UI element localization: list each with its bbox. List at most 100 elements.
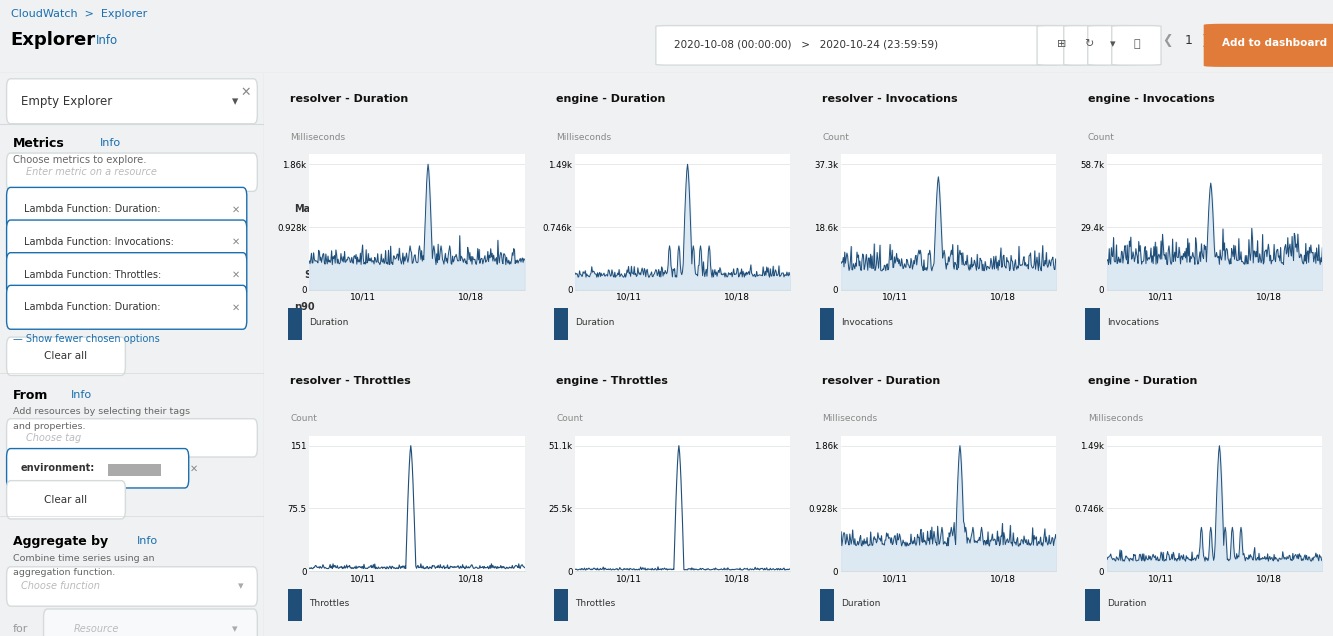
Text: Milliseconds: Milliseconds [822, 415, 877, 424]
FancyBboxPatch shape [7, 481, 125, 519]
Text: — Show fewer chosen options: — Show fewer chosen options [13, 334, 160, 344]
FancyBboxPatch shape [7, 252, 247, 296]
Text: ❯: ❯ [1200, 34, 1210, 46]
Text: engine - Duration: engine - Duration [556, 94, 665, 104]
Text: and properties.: and properties. [13, 422, 85, 431]
Text: Choose metrics to explore.: Choose metrics to explore. [13, 155, 147, 165]
Text: Empty Explorer: Empty Explorer [21, 95, 112, 107]
Text: Choose tag: Choose tag [27, 433, 81, 443]
Text: environment:: environment: [21, 463, 96, 473]
Text: Clear all: Clear all [44, 351, 88, 361]
FancyBboxPatch shape [7, 418, 257, 457]
Text: Explorer: Explorer [11, 31, 96, 49]
Text: Info: Info [96, 34, 119, 46]
Text: Add to dashboard: Add to dashboard [1222, 38, 1326, 48]
Text: Info: Info [100, 139, 121, 148]
Text: ✕: ✕ [232, 302, 240, 312]
FancyBboxPatch shape [1088, 25, 1137, 65]
Text: Info: Info [137, 536, 159, 546]
Text: aggregation function.: aggregation function. [13, 568, 116, 577]
Text: for: for [13, 624, 28, 633]
Text: From: From [13, 389, 48, 401]
Text: Throttles: Throttles [309, 600, 349, 609]
Text: ❮: ❮ [1162, 34, 1173, 46]
Text: Enter metric on a resource: Enter metric on a resource [27, 167, 157, 177]
Text: Max: Max [295, 204, 317, 214]
Text: ▾: ▾ [1109, 39, 1116, 49]
FancyBboxPatch shape [1112, 25, 1161, 65]
FancyBboxPatch shape [7, 286, 247, 329]
Bar [288, 590, 303, 621]
Text: ▾: ▾ [232, 625, 237, 634]
Text: Duration: Duration [1108, 600, 1146, 609]
Text: Lambda Function: Duration:: Lambda Function: Duration: [24, 302, 164, 312]
FancyBboxPatch shape [656, 25, 1060, 65]
Text: Lambda Function: Duration:: Lambda Function: Duration: [24, 204, 164, 214]
Bar [1085, 590, 1100, 621]
Text: Count: Count [556, 415, 583, 424]
Text: Resource: Resource [73, 625, 119, 634]
Text: Count: Count [1088, 133, 1114, 142]
Text: Metrics: Metrics [13, 137, 65, 150]
Text: 2020-10-08 (00:00:00)   >   2020-10-24 (23:59:59): 2020-10-08 (00:00:00) > 2020-10-24 (23:5… [674, 39, 938, 49]
Bar [1085, 308, 1100, 340]
FancyBboxPatch shape [7, 220, 247, 264]
Text: ▾: ▾ [237, 581, 243, 591]
Text: Milliseconds: Milliseconds [556, 133, 612, 142]
Text: Sum: Sum [304, 270, 329, 280]
Text: ✕: ✕ [232, 270, 240, 280]
Text: Invocations: Invocations [841, 318, 893, 327]
FancyBboxPatch shape [7, 79, 257, 124]
Text: ✕: ✕ [240, 86, 251, 99]
Text: 1: 1 [1185, 34, 1193, 46]
FancyBboxPatch shape [7, 188, 247, 232]
FancyBboxPatch shape [7, 567, 257, 606]
FancyBboxPatch shape [7, 448, 189, 488]
Bar [108, 464, 161, 476]
Bar [288, 308, 303, 340]
Text: Aggregate by: Aggregate by [13, 535, 108, 548]
FancyBboxPatch shape [7, 337, 125, 375]
Text: Duration: Duration [309, 318, 349, 327]
Text: Combine time series using an: Combine time series using an [13, 554, 155, 563]
Text: engine - Duration: engine - Duration [1088, 376, 1197, 385]
Text: Clear all: Clear all [44, 495, 88, 505]
FancyBboxPatch shape [1204, 24, 1333, 67]
Text: Duration: Duration [576, 318, 615, 327]
Text: Add resources by selecting their tags: Add resources by selecting their tags [13, 408, 191, 417]
Text: Duration: Duration [841, 600, 881, 609]
Text: Info: Info [71, 390, 92, 400]
Text: Sum: Sum [325, 237, 349, 247]
Text: Count: Count [822, 133, 849, 142]
Text: Milliseconds: Milliseconds [1088, 415, 1144, 424]
Text: resolver - Duration: resolver - Duration [291, 94, 408, 104]
Text: ✕: ✕ [232, 204, 240, 214]
Bar [553, 590, 568, 621]
Text: p90: p90 [295, 302, 315, 312]
FancyBboxPatch shape [44, 609, 257, 636]
Bar [553, 308, 568, 340]
Text: ✕: ✕ [232, 237, 240, 247]
Bar [820, 590, 834, 621]
Text: Invocations: Invocations [1108, 318, 1158, 327]
FancyBboxPatch shape [1064, 25, 1113, 65]
Text: Lambda Function: Invocations:: Lambda Function: Invocations: [24, 237, 177, 247]
Text: Choose function: Choose function [21, 581, 100, 591]
Text: engine - Throttles: engine - Throttles [556, 376, 668, 385]
Text: Throttles: Throttles [576, 600, 616, 609]
Text: Milliseconds: Milliseconds [291, 133, 345, 142]
Text: ↻: ↻ [1084, 39, 1093, 49]
Bar [820, 308, 834, 340]
Text: ✕: ✕ [191, 463, 199, 473]
Text: Lambda Function: Throttles:: Lambda Function: Throttles: [24, 270, 164, 280]
Text: engine - Invocations: engine - Invocations [1088, 94, 1214, 104]
FancyBboxPatch shape [1037, 25, 1086, 65]
Text: resolver - Invocations: resolver - Invocations [822, 94, 957, 104]
Text: Count: Count [291, 415, 317, 424]
Text: resolver - Throttles: resolver - Throttles [291, 376, 411, 385]
Text: ⊞: ⊞ [1057, 39, 1066, 49]
Text: ⛶: ⛶ [1133, 39, 1140, 49]
Text: resolver - Duration: resolver - Duration [822, 376, 940, 385]
Text: CloudWatch  >  Explorer: CloudWatch > Explorer [11, 9, 147, 19]
FancyBboxPatch shape [7, 153, 257, 191]
